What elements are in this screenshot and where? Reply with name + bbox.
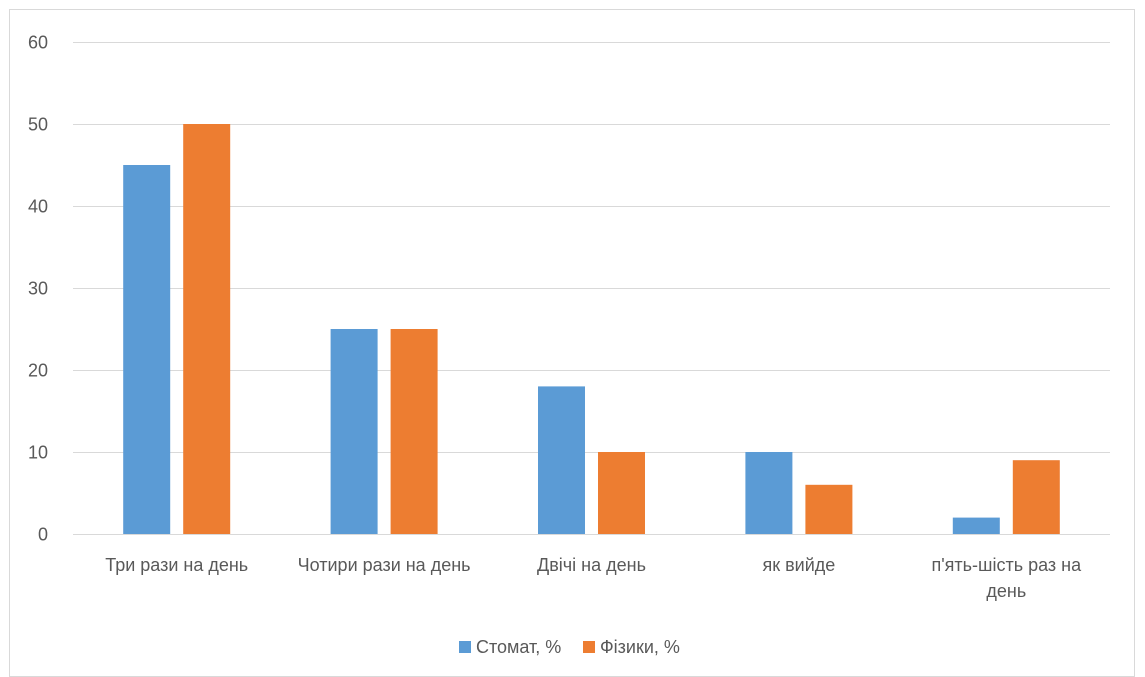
bar-series1	[745, 452, 793, 534]
x-category-label: Три рази на день	[105, 555, 248, 575]
y-tick-label: 40	[28, 197, 48, 217]
bar-series2	[183, 124, 231, 534]
bar-series2	[805, 484, 853, 534]
y-tick-label: 20	[28, 361, 48, 381]
legend-swatch	[459, 641, 471, 653]
chart-border	[9, 9, 1135, 677]
bar-series1	[123, 165, 171, 534]
x-category-label: Чотири рази на день	[298, 555, 471, 575]
x-category-label: п'ять-шість раз на день	[931, 555, 1082, 601]
y-tick-label: 50	[28, 115, 48, 135]
y-tick-label: 10	[28, 443, 48, 463]
bar-series1	[538, 386, 585, 534]
legend-label: Фізики, %	[600, 637, 680, 657]
y-axis-ticks: 0 10 20 30 40 50 60	[28, 33, 48, 545]
x-axis-category-labels: Три рази на день Чотири рази на день Двічі…	[105, 555, 1082, 601]
bar-series2	[598, 452, 645, 534]
bar-series1	[330, 329, 378, 534]
gridlines	[73, 42, 1110, 453]
y-tick-label: 60	[28, 33, 48, 53]
bars	[123, 124, 1060, 534]
x-category-label: як вийде	[762, 555, 835, 575]
bar-series2	[1012, 460, 1060, 534]
legend: Стомат, % Фізики, %	[459, 637, 680, 657]
bar-series2	[390, 329, 438, 534]
legend-label: Стомат, %	[476, 637, 561, 657]
legend-swatch	[583, 641, 595, 653]
y-tick-label: 30	[28, 279, 48, 299]
x-category-label: Двічі на день	[537, 555, 646, 575]
y-tick-label: 0	[38, 525, 48, 545]
bar-series1	[952, 517, 1000, 534]
